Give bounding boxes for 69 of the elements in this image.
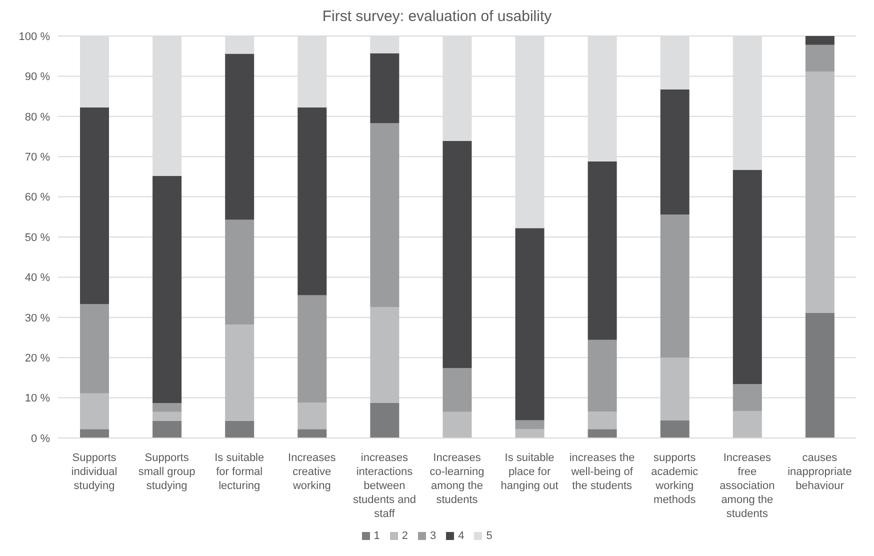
y-tick-label: 40 % <box>24 272 50 284</box>
bar <box>80 393 109 430</box>
bar <box>805 72 834 313</box>
x-tick-label: Is suitable for formal lecturing <box>214 452 264 492</box>
bar <box>515 420 544 430</box>
legend-label: 4 <box>458 530 464 542</box>
bar <box>732 411 762 438</box>
y-tick-label: 50 % <box>24 232 50 244</box>
legend-label: 3 <box>430 530 436 542</box>
x-tick-label: Increases co-learning among the students <box>430 452 484 506</box>
y-tick-label: 30 % <box>24 312 50 324</box>
chart-title: First survey: evaluation of usability <box>321 8 553 27</box>
bar <box>588 340 617 412</box>
bar <box>805 36 834 45</box>
bar <box>805 312 834 438</box>
y-tick-label: 0 % <box>31 432 50 445</box>
legend-label: 2 <box>402 530 408 542</box>
bar <box>442 412 472 438</box>
bar <box>515 228 544 420</box>
y-tick-label: 70 % <box>24 152 50 164</box>
x-tick-label: increases the well-being of the students <box>569 452 635 492</box>
bar <box>588 411 617 430</box>
bar <box>660 89 690 214</box>
bar <box>152 176 182 404</box>
bar <box>80 108 109 304</box>
x-tick-label: supports academic working methods <box>651 452 699 506</box>
bar <box>588 161 617 340</box>
bar <box>152 420 182 438</box>
bar <box>370 53 400 124</box>
bar <box>152 412 182 421</box>
bar <box>588 429 617 438</box>
bar <box>225 220 254 325</box>
bar <box>442 368 472 412</box>
bar <box>80 429 109 438</box>
bar <box>225 324 254 421</box>
y-tick-label: 90 % <box>24 71 50 84</box>
x-tick-label: Supports small group studying <box>138 452 196 492</box>
bar <box>732 384 762 412</box>
bar <box>442 140 472 368</box>
bar <box>298 429 327 438</box>
bar <box>660 420 690 438</box>
bar <box>298 402 327 430</box>
y-tick-label: 10 % <box>24 392 50 405</box>
bar <box>298 295 327 403</box>
x-tick-label: Increases creative working <box>288 452 336 492</box>
x-tick-label: increases interactions between students and staff <box>352 452 416 520</box>
bar <box>225 420 254 438</box>
y-tick-label: 100 % <box>18 30 50 43</box>
bar <box>660 358 690 420</box>
legend-label: 5 <box>486 530 492 542</box>
y-tick-label: 80 % <box>24 111 50 124</box>
bar <box>370 306 400 404</box>
x-tick-label: causes inappropriate behaviour <box>788 452 852 492</box>
bar <box>732 170 762 384</box>
x-tick-label: Is suitable place for hanging out <box>500 452 558 492</box>
bar <box>80 304 109 394</box>
legend-label: 1 <box>374 530 380 542</box>
bar <box>370 403 400 438</box>
x-tick-label: Supports individual studying <box>71 452 118 492</box>
bar <box>298 108 327 296</box>
x-tick-label: Increases free association among the students <box>720 452 775 520</box>
bar <box>225 54 254 220</box>
y-tick-label: 20 % <box>24 352 50 365</box>
bar <box>370 123 400 307</box>
bar <box>152 403 182 412</box>
bar <box>660 214 690 358</box>
y-tick-label: 60 % <box>24 192 50 204</box>
bar <box>515 429 544 438</box>
bar <box>805 44 834 72</box>
